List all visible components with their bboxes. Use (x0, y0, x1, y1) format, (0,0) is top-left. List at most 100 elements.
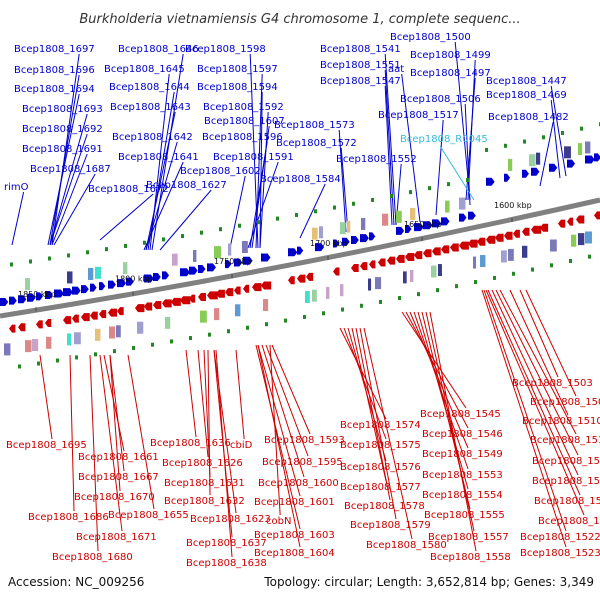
forward-feature-block (214, 246, 221, 259)
gene-label-forward: Bcep1808_1607 (204, 116, 285, 127)
inner-tick-dot (531, 267, 534, 272)
forward-feature-block (529, 154, 536, 167)
reverse-gene-arrow (459, 241, 469, 250)
inner-tick-dot (75, 355, 78, 360)
gene-label-line (51, 53, 80, 246)
gene-label-forward: Bcep1808_1547 (320, 76, 401, 87)
forward-gene-arrow (90, 283, 97, 292)
forward-gene-arrow (288, 248, 298, 257)
inner-tick-dot (284, 318, 287, 323)
forward-gene-arrow (243, 256, 253, 265)
reverse-feature-block (137, 321, 144, 334)
gene-label-line (439, 145, 475, 201)
forward-gene-arrow (432, 219, 442, 228)
gene-label-line (147, 91, 175, 251)
reverse-gene-arrow (189, 294, 196, 303)
reverse-gene-arrow (180, 296, 191, 305)
forward-gene-arrow (405, 224, 412, 233)
inner-tick-dot (18, 364, 21, 369)
gene-label-reverse: Bcep1808_1575 (340, 440, 421, 451)
forward-gene-arrow (207, 263, 216, 272)
gene-label-reverse: Bcep1808_1661 (78, 452, 159, 463)
gene-label-reverse: Bcep1808_1578 (344, 501, 425, 512)
reverse-gene-arrow (243, 284, 250, 293)
inner-tick-dot (37, 361, 40, 366)
gene-label-line (39, 354, 53, 440)
forward-feature-block (585, 141, 591, 154)
gene-label-line (109, 354, 125, 472)
forward-gene-arrow (522, 169, 529, 178)
kbp-tick-label: 1750 kbp (214, 257, 252, 266)
reverse-feature-block (340, 284, 344, 297)
forward-gene-arrow (531, 167, 540, 176)
gene-label-line (464, 103, 471, 206)
gene-label-reverse: Bcep1808_1671 (76, 532, 157, 543)
outer-tick-dot (580, 126, 583, 131)
gene-label-line (435, 119, 444, 216)
gene-label-line (299, 183, 326, 239)
reverse-feature-block (46, 336, 52, 349)
gene-label-reverse: Bcep1808_1638 (186, 558, 267, 569)
gene-label-reverse: Bcep1808_1546 (422, 429, 503, 440)
outer-tick-dot (409, 190, 412, 195)
gene-label-line (487, 289, 581, 496)
gene-label-reverse: Bcep1808_1549 (422, 449, 503, 460)
reverse-feature-block (4, 343, 11, 356)
gene-label-line (338, 129, 347, 233)
forward-feature-block (95, 266, 101, 279)
gene-label-forward: Bcep1808_1642 (112, 132, 193, 143)
gene-label-reverse: Bcep1808_1515 (538, 516, 600, 527)
forward-feature-block (172, 253, 178, 266)
outer-tick-dot (29, 259, 32, 264)
gene-label-forward: Bcep1808_1691 (22, 144, 103, 155)
inner-tick-dot (208, 332, 211, 337)
gene-label-line (197, 349, 209, 458)
outer-tick-dot (238, 223, 241, 228)
reverse-feature-block (585, 231, 592, 244)
gene-label-line (355, 327, 391, 501)
reverse-feature-block (32, 339, 39, 352)
reverse-gene-arrow (153, 300, 162, 309)
reverse-gene-arrow (468, 239, 478, 248)
reverse-gene-arrow (567, 217, 574, 226)
reverse-feature-block (578, 233, 585, 246)
gene-label-forward: Bcep1808_1506 (400, 94, 481, 105)
forward-gene-arrow (486, 177, 495, 186)
reverse-gene-arrow (207, 291, 218, 300)
gene-label-line (145, 111, 176, 251)
outer-tick-dot (105, 247, 108, 252)
outer-tick-dot (523, 139, 526, 144)
gene-label-forward: Bcep1808_1482 (488, 112, 569, 123)
reverse-gene-arrow (378, 258, 386, 267)
gene-label-reverse: Bcep1808_1510 (522, 416, 600, 427)
forward-gene-arrow (504, 173, 511, 182)
reverse-feature-block (200, 310, 207, 323)
gene-label-line (519, 289, 559, 378)
gene-label-line (539, 121, 554, 187)
forward-gene-arrow (99, 282, 106, 291)
forward-gene-arrow (261, 253, 271, 262)
reverse-feature-block (312, 289, 317, 302)
kbp-tick-label: 1600 kbp (494, 201, 532, 210)
gene-label-reverse: Bcep1808_1545 (420, 409, 501, 420)
forward-gene-arrow (27, 293, 36, 302)
outer-tick-dot (352, 201, 355, 206)
inner-tick-dot (113, 349, 116, 354)
gene-label-forward: Bcep1808_1692 (22, 124, 103, 135)
gene-label-reverse: Bcep1808_1595 (262, 457, 343, 468)
gene-label-forward: Bcep1808_1602 (180, 166, 261, 177)
gene-label-line (259, 91, 263, 249)
gene-label-forward: Bcep1808_1517 (378, 110, 459, 121)
gene-label-reverse: cbiD (230, 440, 253, 451)
inner-tick-dot (189, 336, 192, 341)
forward-feature-block (88, 267, 94, 280)
gene-label-reverse: Bcep1808_1686 (28, 512, 109, 523)
forward-gene-arrow (441, 217, 450, 226)
gene-label-line (491, 289, 579, 476)
reverse-feature-block (410, 269, 414, 282)
gene-label-line (343, 327, 387, 440)
gene-label-reverse: Bcep1808_1553 (422, 470, 503, 481)
reverse-feature-block (368, 278, 372, 291)
